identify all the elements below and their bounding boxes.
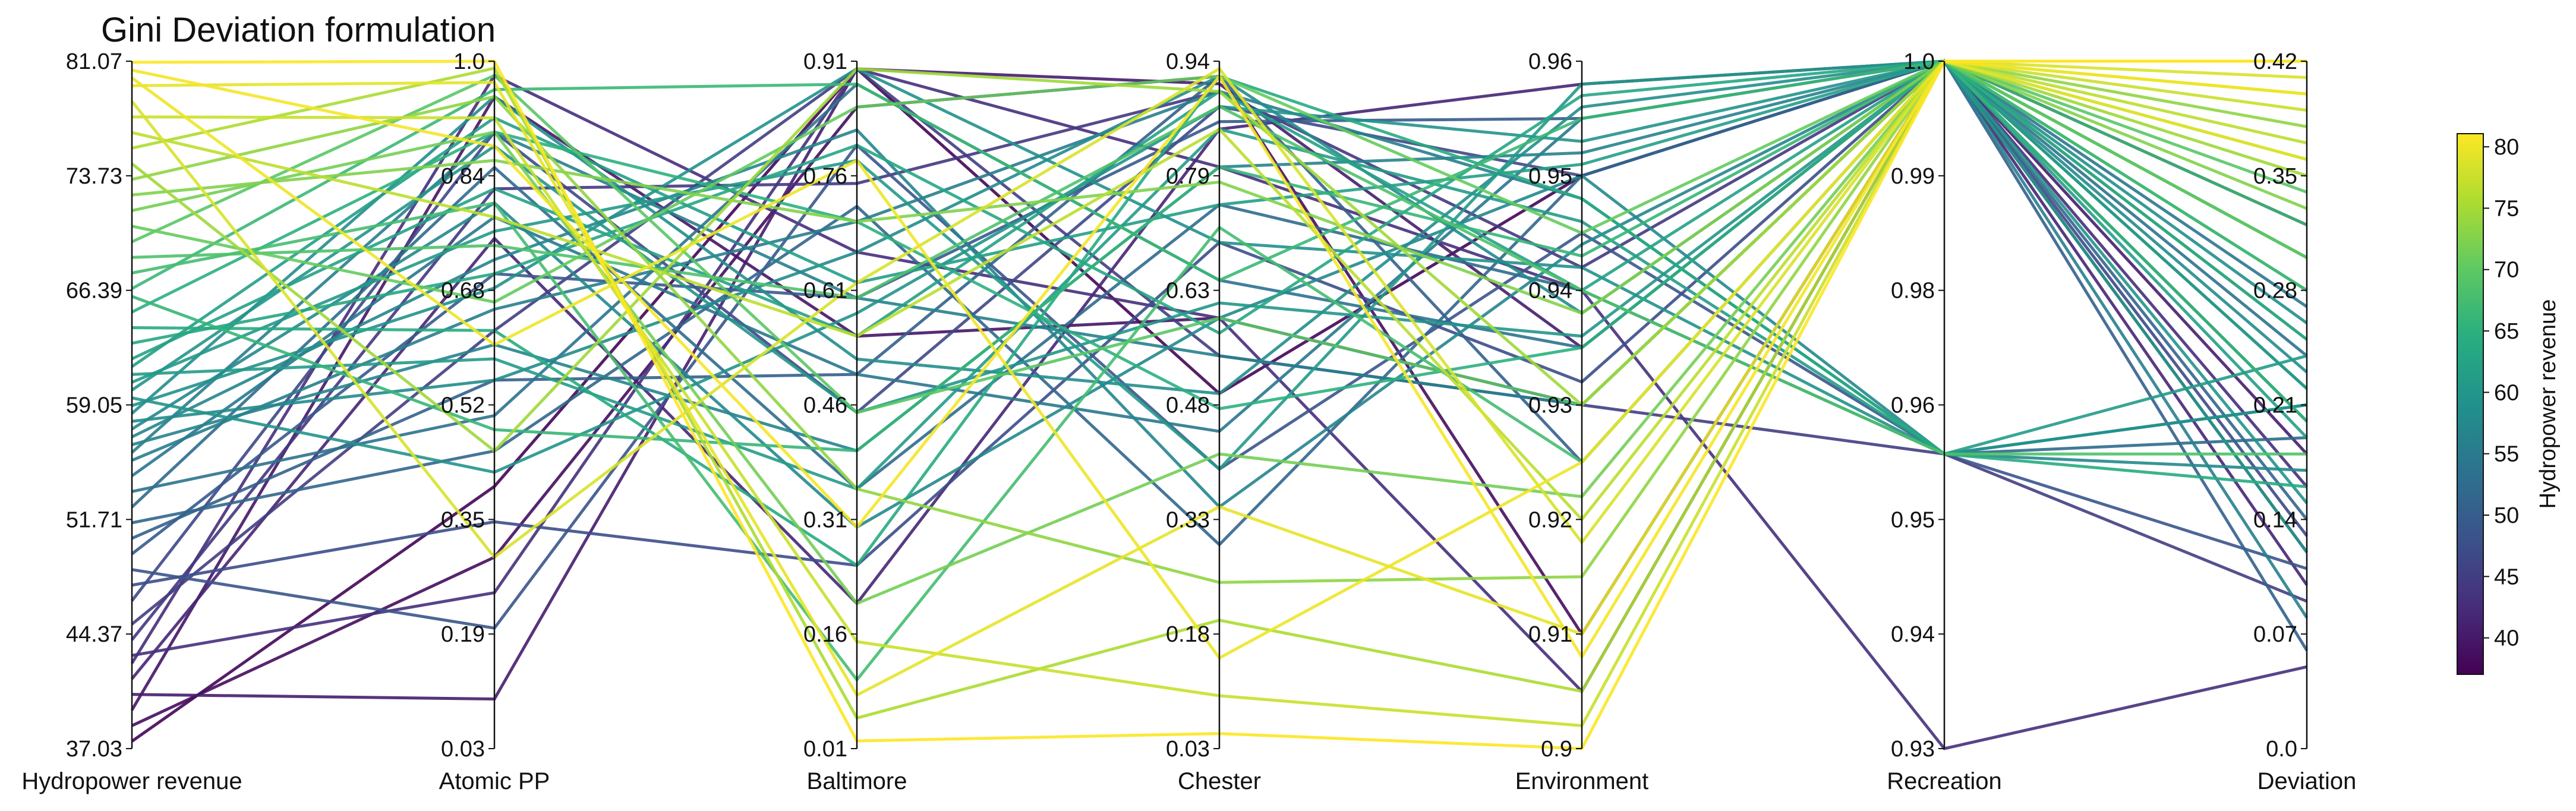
axis-label: Deviation <box>2257 768 2357 794</box>
axis-tick-label: 0.16 <box>803 622 847 647</box>
axis-tick-label: 0.9 <box>1541 737 1572 762</box>
colorbar-tick-label: 55 <box>2494 442 2519 467</box>
axis-tick-label: 44.37 <box>66 622 122 647</box>
axis-tick-label: 0.93 <box>1528 393 1572 418</box>
axis-tick-label: 0.07 <box>2253 622 2297 647</box>
axis-tick-label: 0.42 <box>2253 49 2297 74</box>
axis-tick-label: 51.71 <box>66 507 122 532</box>
axis-tick-label: 0.95 <box>1891 507 1935 532</box>
axis-tick-label: 0.91 <box>1528 622 1572 647</box>
axis-tick-label: 0.18 <box>1166 622 1210 647</box>
axis-tick-label: 0.31 <box>803 507 847 532</box>
colorbar-tick-label: 60 <box>2494 380 2519 405</box>
axes: 81.07 73.73 66.39 59.05 51.71 44.37 37.03 Hydro… <box>21 49 2356 794</box>
axis-tick-label: 0.94 <box>1166 49 1210 74</box>
colorbar-tick-label: 50 <box>2494 503 2519 528</box>
axis-tick-label: 1.0 <box>453 49 485 74</box>
colorbar: 80 75 70 65 60 55 50 45 40 Hydropower revenue <box>2457 133 2561 675</box>
axis-label: Environment <box>1515 768 1649 794</box>
axis-tick-label: 0.01 <box>803 737 847 762</box>
axis-tick-label: 0.94 <box>1528 279 1572 304</box>
axis-tick-label: 0.14 <box>2253 507 2297 532</box>
axis-tick-label: 0.35 <box>441 507 485 532</box>
axis-tick-label: 81.07 <box>66 49 122 74</box>
axis-label: Atomic PP <box>439 768 550 794</box>
axis-tick-label: 0.52 <box>441 393 485 418</box>
colorbar-tick-label: 40 <box>2494 626 2519 651</box>
colorbar-tick-label: 80 <box>2494 135 2519 160</box>
colorbar-label: Hydropower revenue <box>2536 299 2561 509</box>
colorbar-gradient <box>2457 133 2484 675</box>
axis-tick-label: 59.05 <box>66 393 122 418</box>
axis-tick-label: 0.91 <box>803 49 847 74</box>
axis-label: Recreation <box>1887 768 2001 794</box>
axis-tick-label: 0.61 <box>803 279 847 304</box>
chart-title: Gini Deviation formulation <box>101 11 496 49</box>
colorbar-tick-label: 65 <box>2494 319 2519 344</box>
axis-tick-label: 0.92 <box>1528 507 1572 532</box>
axis-tick-label: 0.76 <box>803 164 847 189</box>
axis-tick-label: 0.68 <box>441 279 485 304</box>
axis-tick-label: 0.33 <box>1166 507 1210 532</box>
axis-tick-label: 0.48 <box>1166 393 1210 418</box>
axis-tick-label: 1.0 <box>1903 49 1935 74</box>
axis-tick-label: 0.84 <box>441 164 485 189</box>
axis-tick-label: 0.94 <box>1891 622 1935 647</box>
axis-tick-label: 0.03 <box>1166 737 1210 762</box>
axis-tick-label: 0.46 <box>803 393 847 418</box>
axis-tick-label: 0.93 <box>1891 737 1935 762</box>
axis-tick-label: 0.21 <box>2253 393 2297 418</box>
axis-tick-label: 0.99 <box>1891 164 1935 189</box>
axis-tick-label: 0.79 <box>1166 164 1210 189</box>
axis-tick-label: 0.96 <box>1891 393 1935 418</box>
axis-tick-label: 0.95 <box>1528 164 1572 189</box>
axis-tick-label: 0.98 <box>1891 279 1935 304</box>
axis-tick-label: 66.39 <box>66 279 122 304</box>
colorbar-tick-label: 70 <box>2494 258 2519 283</box>
axis-tick-label: 0.03 <box>441 737 485 762</box>
colorbar-tick-label: 45 <box>2494 564 2519 589</box>
axis-tick-label: 0.63 <box>1166 279 1210 304</box>
axis-tick-label: 0.19 <box>441 622 485 647</box>
axis-label: Baltimore <box>807 768 907 794</box>
axis-tick-label: 0.35 <box>2253 164 2297 189</box>
axis-tick-label: 37.03 <box>66 737 122 762</box>
axis-label: Hydropower revenue <box>21 768 242 794</box>
axis-tick-label: 0.0 <box>2266 737 2297 762</box>
axis-label: Chester <box>1178 768 1261 794</box>
axis-tick-label: 0.28 <box>2253 279 2297 304</box>
axis-tick-label: 0.96 <box>1528 49 1572 74</box>
colorbar-tick-label: 75 <box>2494 196 2519 221</box>
axis-tick-label: 73.73 <box>66 164 122 189</box>
